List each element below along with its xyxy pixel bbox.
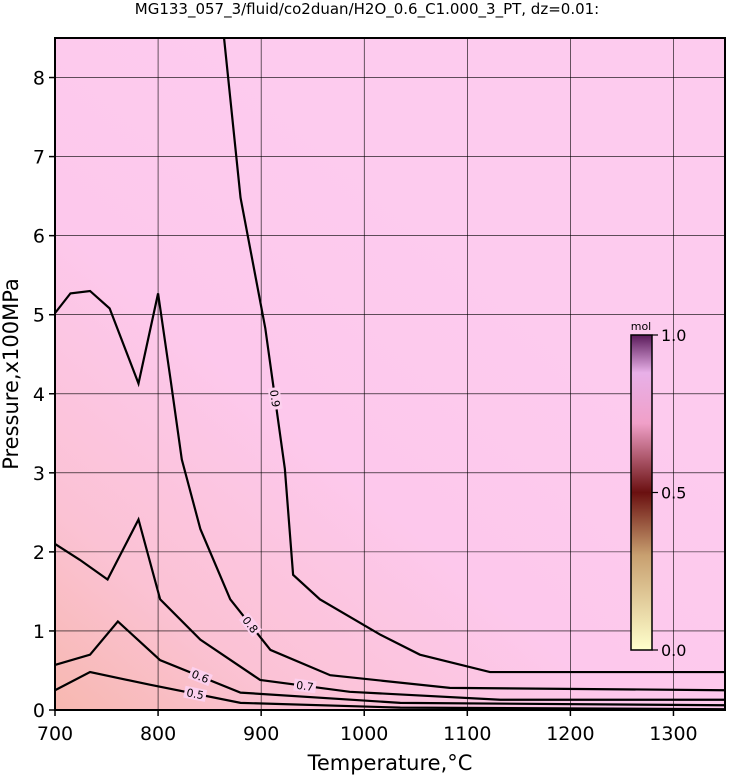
x-tick-label: 900	[243, 723, 279, 745]
x-tick-label: 1100	[443, 723, 491, 745]
contour-line	[54, 619, 726, 707]
contour-label-group: 0.9	[267, 386, 283, 411]
x-tick-label: 800	[140, 723, 176, 745]
contour-line	[222, 37, 725, 674]
chart-title: MG133_057_3/fluid/co2duan/H2O_0.6_C1.000…	[135, 0, 599, 19]
x-axis-label: Temperature,°C	[307, 751, 473, 775]
y-tick-label: 7	[33, 147, 45, 169]
y-tick-label: 5	[33, 305, 45, 327]
colorbar-tick-label: 0.0	[661, 641, 686, 660]
x-tick-label: 1000	[340, 723, 388, 745]
contour-label-group: 0.6	[187, 666, 213, 687]
y-tick-label: 2	[33, 542, 45, 564]
plot-frame	[54, 37, 726, 711]
y-tick-label: 6	[33, 226, 45, 248]
y-tick-label: 8	[33, 68, 45, 90]
contour-label-bg	[238, 612, 262, 637]
colorbar-label: mol	[631, 320, 652, 333]
x-tick-label: 1300	[649, 723, 697, 745]
y-tick-label: 0	[33, 700, 45, 722]
contour-label: 0.6	[190, 668, 211, 687]
colorbar-tick-label: 1.0	[661, 326, 686, 345]
colorbar	[630, 334, 653, 651]
y-axis-label: Pressure,x100MPa	[0, 278, 23, 470]
contour-label: 0.5	[185, 686, 205, 702]
x-tick-label: 1200	[546, 723, 594, 745]
grid	[54, 38, 725, 711]
ticks: 700 800 900 1000 1100 1200 1300 0 1 2 3 4 5 6 7 8 0.0 0.5…	[33, 68, 698, 745]
y-tick-label: 4	[33, 384, 45, 406]
contour-label-bg	[293, 678, 317, 694]
contour-label: 0.9	[267, 389, 282, 408]
y-tick-label: 3	[33, 463, 45, 485]
plot-background	[55, 38, 725, 710]
x-tick-label: 700	[37, 723, 73, 745]
y-tick-label: 1	[33, 621, 45, 643]
contour-label-bg	[187, 666, 213, 687]
contour-label-bg	[267, 386, 283, 411]
contour-label-group: 0.5	[183, 685, 208, 702]
colorbar-tick-label: 0.5	[661, 484, 686, 503]
contour-line	[54, 516, 725, 701]
contours: 0.90.80.70.60.5	[54, 37, 726, 711]
contour-label-group: 0.7	[293, 678, 317, 694]
contour-label-bg	[183, 685, 208, 702]
contour-label: 0.7	[295, 679, 314, 694]
contour-line	[54, 289, 726, 692]
